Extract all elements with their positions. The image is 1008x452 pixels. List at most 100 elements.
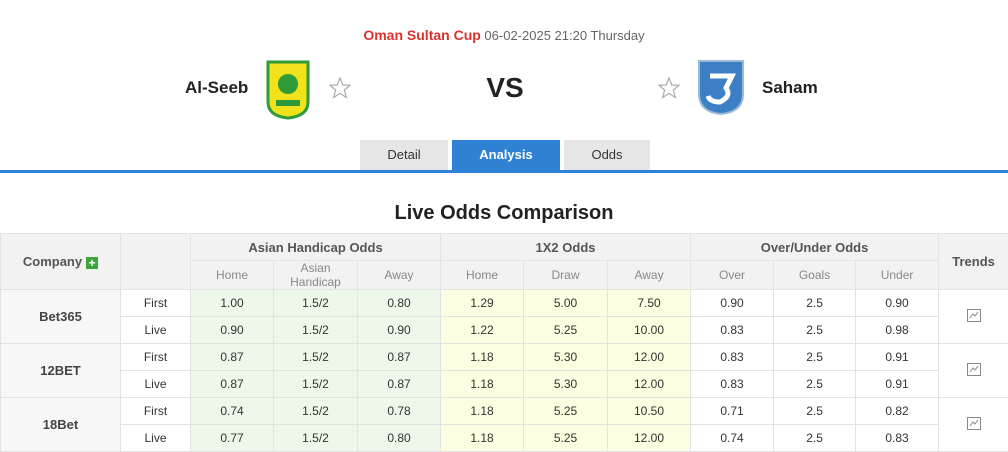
odds-value: 1.00 bbox=[191, 290, 274, 317]
tab-underline bbox=[0, 170, 1008, 173]
company-header: Company+ bbox=[1, 234, 121, 290]
tab-odds[interactable]: Odds bbox=[564, 140, 650, 170]
ah-header: Asian Handicap Odds bbox=[191, 234, 441, 261]
favorite-star[interactable] bbox=[658, 77, 680, 99]
odds-value: 0.90 bbox=[691, 290, 774, 317]
home-logo bbox=[264, 58, 312, 120]
odds-value: 1.18 bbox=[441, 371, 524, 398]
odds-value: 12.00 bbox=[608, 344, 691, 371]
odds-value: 10.00 bbox=[608, 317, 691, 344]
odds-value: 0.83 bbox=[691, 317, 774, 344]
odds-value: 0.87 bbox=[191, 344, 274, 371]
odds-value: 1.5/2 bbox=[274, 317, 358, 344]
odds-value: 5.30 bbox=[524, 344, 608, 371]
odds-type: Live bbox=[121, 425, 191, 452]
odds-value: 2.5 bbox=[774, 371, 856, 398]
odds-value: 0.87 bbox=[191, 371, 274, 398]
subcolumn-header: Home bbox=[191, 261, 274, 290]
odds-value: 0.90 bbox=[856, 290, 939, 317]
odds-value: 0.91 bbox=[856, 371, 939, 398]
odds-value: 1.22 bbox=[441, 317, 524, 344]
datetime: 06-02-2025 21:20 Thursday bbox=[484, 28, 644, 43]
section-title: Live Odds Comparison bbox=[0, 202, 1008, 225]
odds-value: 2.5 bbox=[774, 317, 856, 344]
odds-value: 5.25 bbox=[524, 317, 608, 344]
expand-button[interactable]: + bbox=[86, 257, 98, 269]
odds-value: 5.25 bbox=[524, 425, 608, 452]
subcolumn-header: Asian Handicap bbox=[274, 261, 358, 290]
odds-value: 0.77 bbox=[191, 425, 274, 452]
odds-type: Live bbox=[121, 371, 191, 398]
company-name: Bet365 bbox=[1, 290, 121, 344]
odds-value: 0.82 bbox=[856, 398, 939, 425]
home-team: Al-Seeb bbox=[185, 78, 248, 98]
odds-value: 1.18 bbox=[441, 398, 524, 425]
company-name: 12BET bbox=[1, 344, 121, 398]
ou-header: Over/Under Odds bbox=[691, 234, 939, 261]
odds-value: 0.91 bbox=[856, 344, 939, 371]
tab-analysis[interactable]: Analysis bbox=[452, 140, 560, 170]
trends-cell bbox=[939, 398, 1008, 452]
odds-value: 12.00 bbox=[608, 371, 691, 398]
odds-value: 1.5/2 bbox=[274, 344, 358, 371]
trends-cell bbox=[939, 290, 1008, 344]
odds-value: 0.80 bbox=[358, 290, 441, 317]
subcolumn-header: Draw bbox=[524, 261, 608, 290]
odds-value: 0.83 bbox=[691, 371, 774, 398]
odds-value: 0.90 bbox=[358, 317, 441, 344]
odds-value: 0.87 bbox=[358, 371, 441, 398]
subcolumn-header: Away bbox=[608, 261, 691, 290]
odds-value: 5.25 bbox=[524, 398, 608, 425]
trends-icon[interactable] bbox=[967, 309, 981, 322]
odds-value: 2.5 bbox=[774, 425, 856, 452]
odds-value: 0.83 bbox=[691, 344, 774, 371]
odds-value: 2.5 bbox=[774, 398, 856, 425]
away-logo bbox=[696, 58, 746, 116]
trends-icon[interactable] bbox=[967, 417, 981, 430]
odds-value: 0.98 bbox=[856, 317, 939, 344]
odds-value: 0.80 bbox=[358, 425, 441, 452]
subcolumn-header: Under bbox=[856, 261, 939, 290]
odds-value: 2.5 bbox=[774, 344, 856, 371]
odds-type: First bbox=[121, 344, 191, 371]
odds-value: 0.74 bbox=[191, 398, 274, 425]
trends-cell bbox=[939, 344, 1008, 398]
odds-value: 7.50 bbox=[608, 290, 691, 317]
subcolumn-header: Away bbox=[358, 261, 441, 290]
subcolumn-header: Over bbox=[691, 261, 774, 290]
odds-value: 5.00 bbox=[524, 290, 608, 317]
odds-value: 2.5 bbox=[774, 290, 856, 317]
favorite-star[interactable] bbox=[329, 77, 351, 99]
subcolumn-header: Home bbox=[441, 261, 524, 290]
odds-value: 10.50 bbox=[608, 398, 691, 425]
odds-type: Live bbox=[121, 317, 191, 344]
odds-value: 1.18 bbox=[441, 425, 524, 452]
odds-value: 0.83 bbox=[856, 425, 939, 452]
x12-header: 1X2 Odds bbox=[441, 234, 691, 261]
odds-value: 0.71 bbox=[691, 398, 774, 425]
trends-icon[interactable] bbox=[967, 363, 981, 376]
odds-value: 1.29 bbox=[441, 290, 524, 317]
competition: Oman Sultan Cup bbox=[363, 27, 480, 43]
odds-value: 0.74 bbox=[691, 425, 774, 452]
away-team: Saham bbox=[762, 78, 818, 98]
odds-value: 1.5/2 bbox=[274, 290, 358, 317]
odds-value: 0.78 bbox=[358, 398, 441, 425]
odds-value: 1.5/2 bbox=[274, 371, 358, 398]
company-name: 18Bet bbox=[1, 398, 121, 452]
odds-value: 5.30 bbox=[524, 371, 608, 398]
odds-type: First bbox=[121, 398, 191, 425]
odds-value: 1.5/2 bbox=[274, 425, 358, 452]
odds-value: 1.18 bbox=[441, 344, 524, 371]
tab-detail[interactable]: Detail bbox=[360, 140, 448, 170]
type-header bbox=[121, 234, 191, 290]
subcolumn-header: Goals bbox=[774, 261, 856, 290]
vs-label: VS bbox=[455, 72, 555, 104]
odds-type: First bbox=[121, 290, 191, 317]
